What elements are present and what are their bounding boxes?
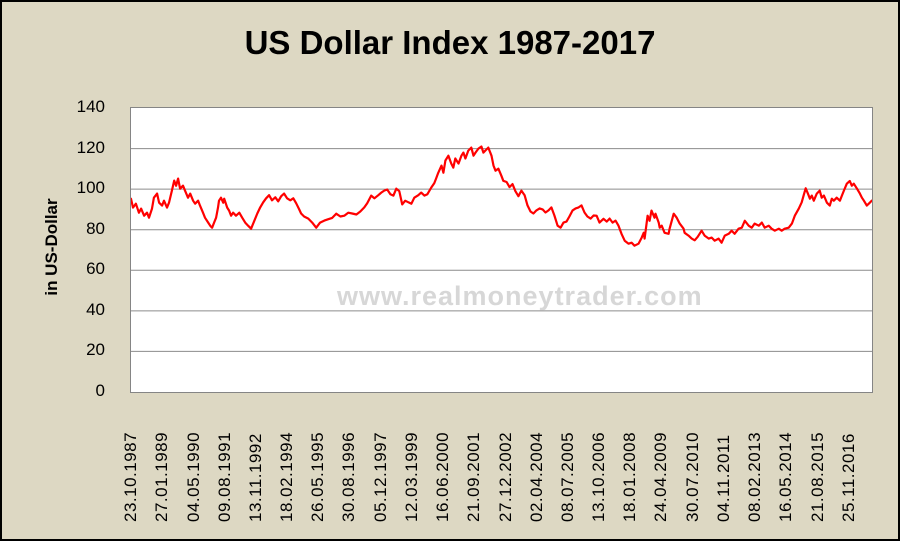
y-axis-title: in US-Dollar bbox=[42, 198, 61, 296]
x-tick-label: 27.12.2002 bbox=[495, 431, 515, 522]
y-tick-label: 80 bbox=[86, 218, 105, 238]
y-tick-label: 0 bbox=[95, 381, 105, 400]
y-tick-label: 20 bbox=[86, 340, 105, 360]
plot-area bbox=[130, 107, 873, 393]
x-tick-label: 16.06.2000 bbox=[433, 431, 453, 522]
y-tick-label: 100 bbox=[76, 178, 105, 198]
x-tick-label: 12.03.1999 bbox=[401, 431, 421, 522]
price-line bbox=[131, 145, 872, 247]
x-tick-label: 18.01.2008 bbox=[620, 431, 640, 522]
x-tick-label: 24.04.2009 bbox=[651, 431, 671, 522]
x-tick-label: 30.07.2010 bbox=[682, 431, 702, 522]
x-tick-label: 21.08.2015 bbox=[807, 431, 827, 522]
x-tick-label: 09.08.1991 bbox=[214, 431, 234, 522]
watermark: www.realmoneytrader.com bbox=[337, 281, 703, 311]
y-tick-label: 140 bbox=[76, 97, 105, 116]
x-tick-label: 16.05.2014 bbox=[776, 431, 796, 522]
y-tick-label: 120 bbox=[76, 137, 105, 157]
x-tick-label: 04.11.2011 bbox=[713, 434, 733, 522]
x-tick-label: 04.05.1990 bbox=[183, 431, 203, 522]
x-tick-label: 18.02.1994 bbox=[277, 431, 297, 522]
x-tick-label: 23.10.1987 bbox=[121, 431, 141, 522]
x-tick-label: 08.07.2005 bbox=[557, 431, 577, 522]
chart-title: US Dollar Index 1987-2017 bbox=[244, 24, 656, 61]
price-line-canvas bbox=[131, 145, 872, 352]
y-tick-label: 40 bbox=[86, 299, 105, 319]
x-tick-label: 02.04.2004 bbox=[526, 431, 546, 522]
x-tick-label: 05.12.1997 bbox=[370, 431, 390, 522]
x-tick-label: 21.09.2001 bbox=[464, 431, 484, 522]
x-tick-label: 13.10.2006 bbox=[589, 431, 609, 522]
x-tick-label: 30.08.1996 bbox=[339, 431, 359, 522]
x-tick-label: 25.11.2016 bbox=[838, 433, 858, 522]
x-tick-label: 26.05.1995 bbox=[308, 431, 328, 522]
x-tick-label: 27.01.1989 bbox=[152, 431, 172, 522]
y-tick-label: 60 bbox=[86, 259, 105, 279]
x-tick-label: 13.11.1992 bbox=[246, 433, 266, 522]
x-tick-label: 08.02.2013 bbox=[745, 431, 765, 522]
